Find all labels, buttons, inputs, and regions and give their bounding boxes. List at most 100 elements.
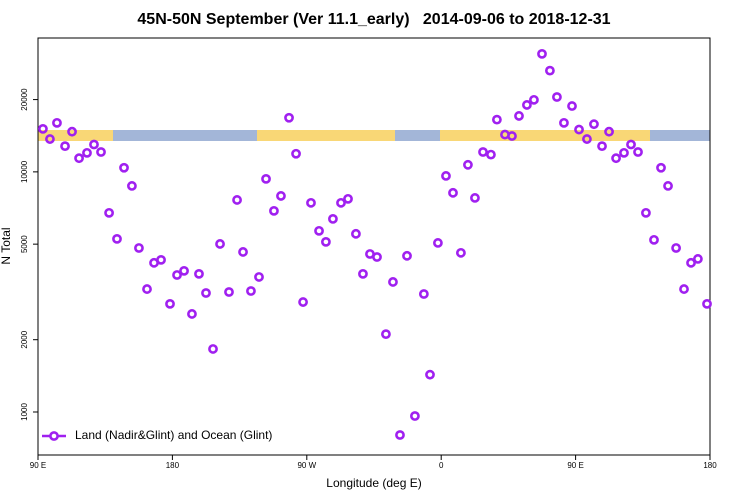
y-axis-label: N Total xyxy=(0,227,13,264)
point xyxy=(702,298,712,309)
point xyxy=(224,287,234,297)
ocean-band xyxy=(395,130,440,141)
chart-title: 45N-50N September (Ver 11.1_early) 2014-… xyxy=(137,11,610,28)
point xyxy=(388,277,398,287)
point xyxy=(238,247,248,257)
point xyxy=(633,147,643,157)
point xyxy=(187,309,197,319)
point xyxy=(433,238,443,248)
point xyxy=(119,162,129,173)
point xyxy=(486,149,496,160)
land-band xyxy=(440,130,650,141)
point xyxy=(679,284,689,294)
land-band xyxy=(257,130,395,141)
point xyxy=(291,148,301,159)
ocean-band xyxy=(650,130,710,141)
point xyxy=(545,65,555,76)
x-tick-label: 180 xyxy=(703,461,717,470)
point xyxy=(402,250,412,261)
point xyxy=(96,147,106,157)
x-tick-label: 90 E xyxy=(30,461,46,470)
legend-label: Land (Nadir&Glint) and Ocean (Glint) xyxy=(75,428,272,442)
point xyxy=(537,48,547,59)
point xyxy=(89,139,99,150)
point xyxy=(351,228,361,239)
y-tick-label: 10000 xyxy=(20,160,29,183)
point xyxy=(522,100,532,110)
point xyxy=(343,193,353,204)
x-tick-label: 180 xyxy=(166,461,180,470)
point xyxy=(156,254,166,265)
x-tick-label: 90 W xyxy=(297,461,316,470)
point xyxy=(194,268,204,279)
point xyxy=(492,114,502,125)
point xyxy=(52,117,62,128)
y-tick-label: 2000 xyxy=(20,330,29,348)
point xyxy=(448,187,458,198)
point xyxy=(663,181,673,191)
point xyxy=(507,131,517,141)
point xyxy=(74,153,84,164)
point xyxy=(604,126,614,137)
ocean-band xyxy=(113,130,257,141)
point xyxy=(179,265,189,276)
y-tick-label: 20000 xyxy=(20,88,29,111)
point xyxy=(441,171,451,181)
point xyxy=(641,207,651,218)
x-axis-label: Longitude (deg E) xyxy=(326,476,421,490)
point xyxy=(597,141,607,152)
point xyxy=(104,207,114,218)
point xyxy=(321,236,331,247)
point xyxy=(671,243,682,253)
point xyxy=(232,195,242,205)
point xyxy=(552,92,562,102)
point xyxy=(456,247,466,258)
point xyxy=(208,344,218,354)
land-band xyxy=(38,130,113,141)
point xyxy=(134,243,144,253)
point xyxy=(38,123,48,134)
point xyxy=(619,147,629,158)
point xyxy=(246,286,256,296)
point xyxy=(314,225,324,236)
point xyxy=(410,411,420,421)
point xyxy=(142,284,152,294)
point xyxy=(215,239,225,249)
point xyxy=(589,119,599,130)
point xyxy=(418,289,429,299)
point xyxy=(470,193,480,203)
point xyxy=(478,147,488,157)
point xyxy=(582,134,592,144)
point xyxy=(395,430,405,440)
point xyxy=(358,268,368,279)
surface-band xyxy=(38,130,710,141)
point xyxy=(254,272,264,282)
point xyxy=(45,134,55,144)
point xyxy=(201,288,211,298)
point xyxy=(67,126,77,137)
point xyxy=(372,252,382,262)
point xyxy=(328,213,338,224)
point xyxy=(82,147,92,158)
point xyxy=(686,257,696,268)
plot-frame xyxy=(37,37,711,456)
point xyxy=(529,94,539,105)
point xyxy=(165,298,175,309)
x-tick-label: 0 xyxy=(439,461,444,470)
point xyxy=(463,159,473,170)
point xyxy=(693,254,703,264)
point xyxy=(649,234,659,245)
y-tick-label: 5000 xyxy=(20,235,29,253)
point xyxy=(269,205,279,216)
point xyxy=(60,141,70,152)
point xyxy=(276,191,286,201)
point xyxy=(611,153,621,164)
point xyxy=(514,111,524,121)
point xyxy=(626,139,636,150)
point xyxy=(112,233,122,244)
point xyxy=(284,112,294,123)
point xyxy=(425,369,435,380)
legend-marker xyxy=(49,431,59,441)
x-tick-label: 90 E xyxy=(567,461,583,470)
